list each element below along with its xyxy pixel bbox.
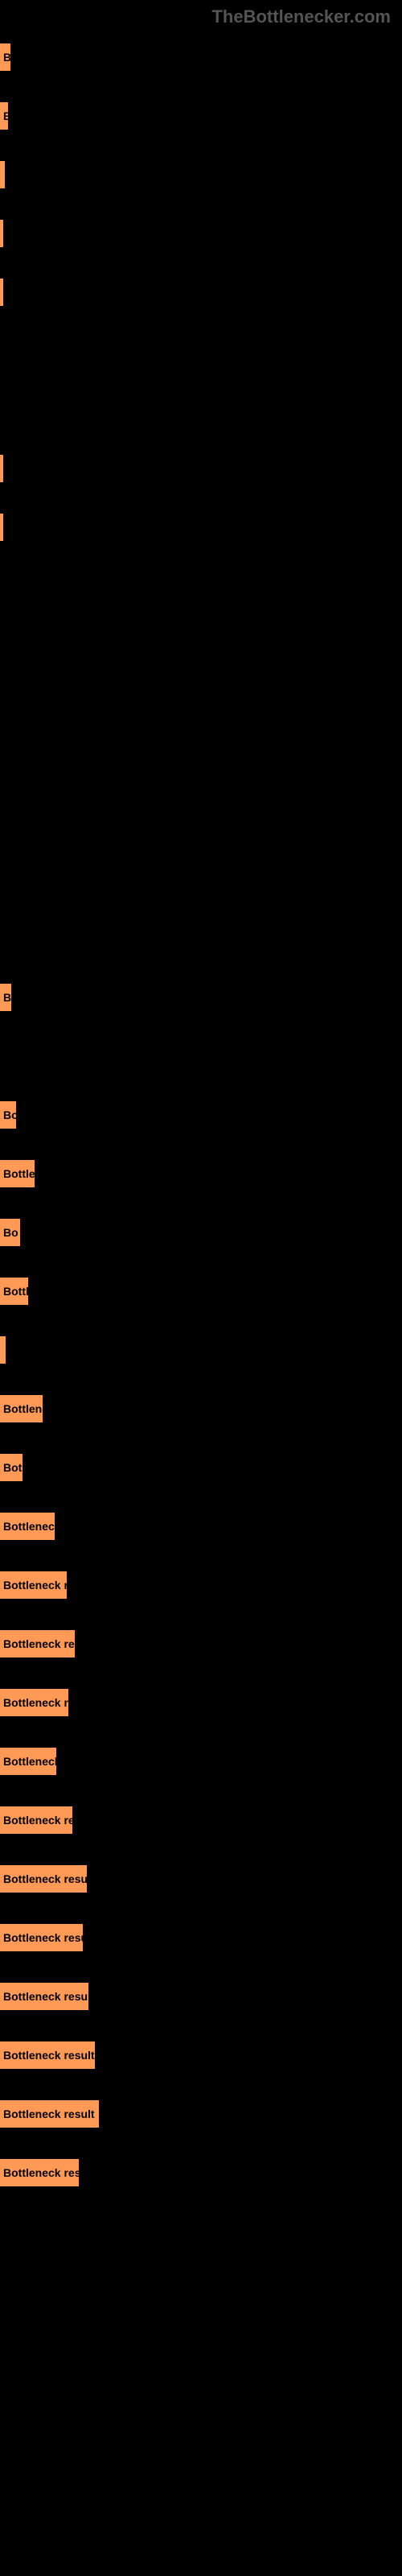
bar-row: Bottlen <box>0 1147 402 1206</box>
bar-row <box>0 442 402 501</box>
bar-row: Bottleneck resu <box>0 1617 402 1676</box>
bar: Bottleneck re <box>0 1571 67 1599</box>
bar-row: Bot <box>0 1441 402 1500</box>
bar-row: Bottleneck result <box>0 2029 402 2087</box>
bar-row <box>0 383 402 442</box>
bar-row: Bottleneck re <box>0 1558 402 1617</box>
bar: Bottl <box>0 1278 28 1305</box>
bar-row: Bottleneck resul <box>0 1911 402 1970</box>
bar: Bottleneck result <box>0 2041 95 2069</box>
bar: Bottleneck result <box>0 2100 99 2128</box>
bar-row <box>0 853 402 912</box>
bar: B <box>0 102 8 130</box>
bottleneck-bar-chart: B B B Bo Bottlen Bo Bottl Bottlene Bot Bottleneck… <box>0 31 402 2205</box>
bar-row: Bottleneck resu <box>0 2146 402 2205</box>
bar: Bottleneck result <box>0 1865 87 1893</box>
bar-row: Bo <box>0 1088 402 1147</box>
bar: Bottleneck resu <box>0 2159 79 2186</box>
bar-row: B <box>0 89 402 148</box>
bar <box>0 161 5 188</box>
bar: Bottleneck result <box>0 1983 88 2010</box>
bar-row <box>0 207 402 266</box>
bar-row <box>0 501 402 559</box>
bar-row: Bottleneck result <box>0 1970 402 2029</box>
bar-row <box>0 736 402 795</box>
bar-row <box>0 1030 402 1088</box>
bar-row: Bottl <box>0 1265 402 1323</box>
bar-row: Bo <box>0 1206 402 1265</box>
bar-row <box>0 266 402 324</box>
bar <box>0 279 3 306</box>
bar-row <box>0 559 402 618</box>
bar-row: Bottlene <box>0 1382 402 1441</box>
bar-row: Bottleneck result <box>0 1852 402 1911</box>
site-watermark: TheBottlenecker.com <box>0 0 402 31</box>
bar <box>0 220 3 247</box>
bar: Bo <box>0 1219 20 1246</box>
bar-row <box>0 1323 402 1382</box>
bar: Bottleneck resul <box>0 1924 83 1951</box>
bar: B <box>0 43 10 71</box>
bar: Bottlen <box>0 1160 35 1187</box>
bar-row <box>0 148 402 207</box>
bar-row <box>0 912 402 971</box>
bar-row <box>0 324 402 383</box>
bar-row: Bottleneck result <box>0 2087 402 2146</box>
bar-row <box>0 677 402 736</box>
bar: Bottleneck <box>0 1513 55 1540</box>
bar-row <box>0 795 402 853</box>
bar: Bottlene <box>0 1395 43 1422</box>
bar: Bottleneck <box>0 1748 56 1775</box>
bar-row: Bottleneck <box>0 1500 402 1558</box>
bar: Bottleneck res <box>0 1806 72 1834</box>
bar <box>0 455 3 482</box>
bar: Bo <box>0 1101 16 1129</box>
bar: Bottleneck resu <box>0 1630 75 1657</box>
bar: Bot <box>0 1454 23 1481</box>
bar-row: Bottleneck re <box>0 1676 402 1735</box>
bar: B <box>0 984 11 1011</box>
bar-row: B <box>0 971 402 1030</box>
bar-row: Bottleneck <box>0 1735 402 1794</box>
bar-row: Bottleneck res <box>0 1794 402 1852</box>
bar: Bottleneck re <box>0 1689 68 1716</box>
bar-row <box>0 618 402 677</box>
bar <box>0 514 3 541</box>
bar <box>0 1336 6 1364</box>
bar-row: B <box>0 31 402 89</box>
